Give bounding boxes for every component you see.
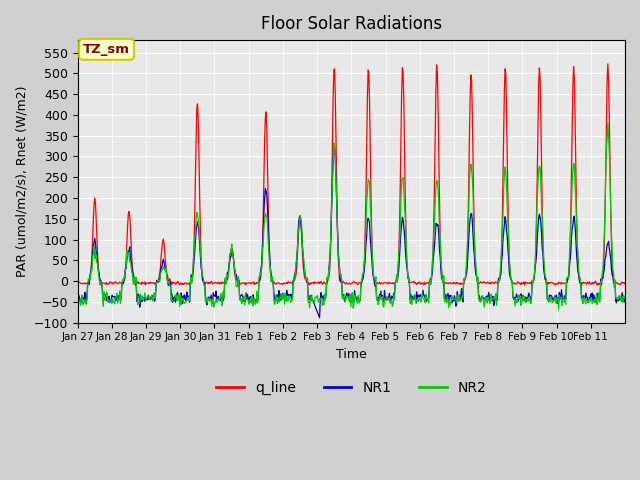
- Text: TZ_sm: TZ_sm: [83, 43, 130, 56]
- Title: Floor Solar Radiations: Floor Solar Radiations: [260, 15, 442, 33]
- NR1: [316, 315, 323, 321]
- NR2: [555, 307, 563, 313]
- Line: NR1: NR1: [77, 144, 625, 318]
- q_line: [239, 280, 246, 286]
- NR2: [287, 298, 294, 303]
- Legend: q_line, NR1, NR2: q_line, NR1, NR2: [211, 375, 492, 400]
- q_line: [287, 279, 294, 285]
- q_line: [266, 257, 273, 263]
- Line: q_line: q_line: [77, 64, 625, 286]
- q_line: [621, 281, 629, 287]
- NR1: [74, 295, 81, 301]
- NR1: [330, 142, 338, 147]
- q_line: [543, 283, 550, 288]
- NR2: [408, 301, 415, 307]
- q_line: [408, 279, 415, 285]
- Line: NR2: NR2: [77, 123, 625, 310]
- NR2: [239, 298, 246, 304]
- NR2: [438, 278, 446, 284]
- NR1: [409, 293, 417, 299]
- NR2: [74, 295, 81, 300]
- NR2: [621, 296, 629, 302]
- NR1: [621, 296, 629, 302]
- q_line: [138, 279, 146, 285]
- q_line: [438, 275, 446, 281]
- X-axis label: Time: Time: [336, 348, 367, 361]
- NR2: [266, 264, 273, 269]
- NR1: [287, 293, 294, 299]
- q_line: [74, 280, 81, 286]
- q_line: [604, 61, 612, 67]
- NR1: [266, 251, 273, 257]
- NR1: [440, 279, 447, 285]
- NR1: [138, 299, 146, 305]
- NR1: [239, 293, 246, 299]
- NR2: [138, 293, 146, 299]
- Y-axis label: PAR (umol/m2/s), Rnet (W/m2): PAR (umol/m2/s), Rnet (W/m2): [15, 85, 28, 277]
- NR2: [604, 120, 612, 126]
